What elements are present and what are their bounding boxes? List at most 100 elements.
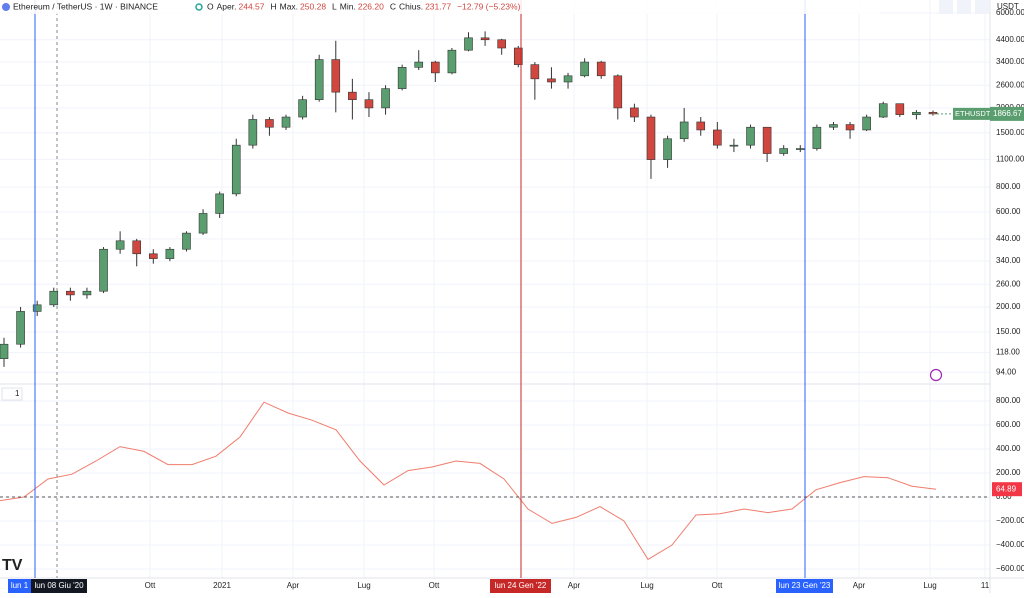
button[interactable] bbox=[939, 0, 953, 14]
ohlc-label: Min. bbox=[340, 1, 356, 11]
pane-toggle-box[interactable] bbox=[1, 387, 23, 401]
y-tick-label: 200.00 bbox=[996, 302, 1021, 311]
candle-body bbox=[431, 61, 440, 74]
ohlc-label: Chius. bbox=[399, 1, 423, 11]
x-tick-label: Lug bbox=[357, 581, 370, 590]
candle-body bbox=[281, 116, 291, 128]
candle-body bbox=[331, 59, 341, 93]
x-tick-label: Ott bbox=[145, 581, 156, 590]
candle-body bbox=[878, 103, 888, 118]
candle-body bbox=[99, 248, 108, 292]
candle-body bbox=[630, 107, 639, 118]
candle-body bbox=[16, 311, 25, 345]
ohlc-value: 250.28 bbox=[300, 1, 326, 11]
time-marker-bg bbox=[490, 579, 551, 593]
candle-body bbox=[746, 126, 755, 146]
x-tick-label: Lug bbox=[923, 581, 936, 590]
y-tick-label: 1500.00 bbox=[996, 128, 1024, 137]
time-marker-bg bbox=[31, 579, 87, 593]
candle-body bbox=[248, 119, 258, 146]
candle-body bbox=[729, 144, 739, 147]
symbol-tag: ETHUSDT bbox=[955, 109, 991, 118]
x-tick-label: 11 bbox=[981, 581, 990, 590]
y-tick-label: 6000.00 bbox=[996, 8, 1024, 17]
ohlc-key: L bbox=[332, 1, 337, 11]
y-tick-label: −200.00 bbox=[996, 516, 1024, 525]
ohlc: O Aper. 244.57 H Max. 250.28 L Min. 226.20 C Chius… bbox=[207, 1, 451, 11]
status-icon bbox=[195, 3, 203, 11]
ohlc-label: Max. bbox=[280, 1, 298, 11]
candle-body bbox=[829, 124, 838, 128]
header: Ethereum / TetherUS · 1W · BINANCE O Aper… bbox=[0, 0, 1019, 14]
candle-body bbox=[49, 290, 59, 306]
y-tick-label: 118.00 bbox=[996, 348, 1020, 357]
candle-body bbox=[32, 304, 42, 312]
x-tick-label: Lug bbox=[640, 581, 653, 590]
change: −12.79 (−5.23%) bbox=[457, 1, 520, 11]
pane-toggle[interactable]: 1 bbox=[1, 387, 23, 401]
candle-body bbox=[314, 59, 324, 100]
candle-body bbox=[580, 61, 589, 77]
y-tick-label: 600.00 bbox=[996, 420, 1021, 429]
currency: USDT bbox=[997, 2, 1019, 11]
candle-body bbox=[862, 116, 871, 131]
candle-body bbox=[0, 343, 9, 359]
event-icon[interactable] bbox=[929, 368, 943, 382]
button[interactable] bbox=[957, 0, 971, 14]
button[interactable] bbox=[975, 0, 989, 14]
time-marker-bg bbox=[776, 579, 833, 593]
ohlc-key: C bbox=[390, 1, 396, 11]
ohlc-value: 226.20 bbox=[358, 1, 384, 11]
x-tick-label: Ott bbox=[712, 581, 723, 590]
y-tick-label: 260.00 bbox=[996, 279, 1021, 288]
time-marker: lun 1 bbox=[11, 581, 29, 590]
ohlc-key: H bbox=[270, 1, 276, 11]
logo: TV bbox=[2, 557, 23, 574]
candle-body bbox=[182, 232, 191, 250]
candle-body bbox=[231, 144, 241, 195]
candle-body bbox=[215, 193, 224, 214]
candle-body bbox=[663, 138, 672, 160]
candle-body bbox=[348, 91, 357, 100]
candle-body bbox=[82, 290, 92, 296]
candle-body bbox=[530, 64, 540, 80]
candle-body bbox=[812, 126, 822, 149]
x-tick-label: 2021 bbox=[213, 581, 231, 590]
candle-body bbox=[149, 253, 158, 259]
x-tick-label: Apr bbox=[287, 581, 300, 590]
y-tick-label: 0.00 bbox=[996, 492, 1012, 501]
x-tick-label: Apr bbox=[568, 581, 581, 590]
x-tick-label: Apr bbox=[853, 581, 866, 590]
time-marker: lun 24 Gen '22 bbox=[495, 581, 547, 590]
y-tick-label: 94.00 bbox=[996, 367, 1017, 376]
candle-body bbox=[779, 148, 788, 154]
candle-body bbox=[397, 66, 407, 89]
header-bg bbox=[0, 0, 880, 14]
time-marker: lun 08 Giu '20 bbox=[34, 581, 84, 590]
candle-body bbox=[912, 112, 921, 115]
value-tag: 64.89 bbox=[996, 484, 1017, 493]
y-tick-label: −600.00 bbox=[996, 564, 1024, 573]
symbol-icon bbox=[2, 3, 10, 11]
candle-body bbox=[795, 148, 805, 150]
y-tick-label: −400.00 bbox=[996, 540, 1024, 549]
candle-body bbox=[497, 39, 506, 49]
ohlc-value: 244.57 bbox=[238, 1, 264, 11]
candle-body bbox=[547, 78, 556, 83]
y-tick-label: 400.00 bbox=[996, 444, 1021, 453]
time-axis: Ott 2021 Apr Lug Ott Apr Lug Ott Apr Lug 11 lun 1 lu… bbox=[8, 579, 990, 593]
y-tick-label: 2600.00 bbox=[996, 80, 1024, 89]
ohlc-label: Aper. bbox=[217, 1, 237, 11]
candle-body bbox=[165, 248, 175, 259]
candle-body bbox=[298, 99, 307, 118]
oscillator-line bbox=[0, 401, 937, 561]
candle-body bbox=[364, 99, 374, 109]
candle-body bbox=[132, 240, 142, 255]
price-tag: 1866.67 bbox=[993, 109, 1022, 118]
candle-body bbox=[679, 121, 689, 140]
candle-body bbox=[265, 119, 274, 128]
candle-body bbox=[563, 75, 573, 83]
